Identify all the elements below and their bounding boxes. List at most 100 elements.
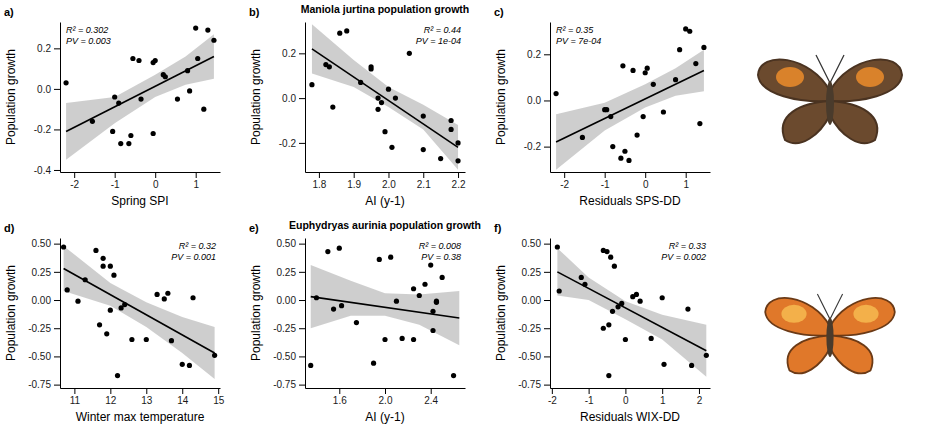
y-tick-mark — [544, 272, 550, 273]
data-point — [65, 287, 70, 292]
data-point — [623, 337, 628, 342]
x-tick-mark — [74, 172, 75, 178]
y-tick: -0.25 — [273, 323, 305, 334]
y-axis-line — [550, 23, 551, 173]
panel: -2-101-0.20.00.2R² = 0.35PV = 7e-04Resid… — [494, 6, 711, 208]
data-point — [193, 25, 198, 30]
y-tick-mark — [544, 385, 550, 386]
panel: 1.81.92.02.12.2-0.20.00.2R² = 0.44PV = 1… — [249, 3, 469, 208]
x-tick-label: -2 — [70, 179, 79, 190]
x-tick: 15 — [213, 388, 225, 406]
y-tick: 0.00 — [277, 295, 305, 306]
x-tick: -1 — [601, 172, 610, 190]
y-tick-label: -0.25 — [28, 323, 51, 334]
x-tick-label: -1 — [585, 395, 594, 406]
data-point — [438, 156, 443, 161]
data-point — [104, 331, 109, 336]
x-tick-label: 1 — [683, 179, 689, 190]
x-tick-label: 0 — [153, 179, 159, 190]
data-point — [693, 61, 698, 66]
x-axis: 1.62.02.4 — [306, 388, 466, 406]
x-tick: 0 — [643, 172, 649, 190]
x-tick: 13 — [141, 388, 153, 406]
data-point — [180, 362, 185, 367]
y-tick: 0.50 — [522, 238, 550, 249]
y-tick: -0.25 — [28, 323, 60, 334]
y-tick-label: 0.00 — [522, 295, 542, 306]
x-tick-mark — [699, 388, 700, 394]
data-point — [455, 158, 460, 163]
x-tick: 1 — [660, 388, 666, 406]
y-tick: -0.25 — [518, 323, 550, 334]
data-point — [136, 58, 141, 63]
wing-patch — [781, 305, 806, 323]
wing-patch — [776, 67, 804, 87]
data-point — [618, 156, 623, 161]
x-tick-mark — [319, 172, 320, 178]
y-tick: 0.25 — [277, 267, 305, 278]
fit-line — [557, 272, 706, 351]
annotation-text: PV = 7e-04 — [556, 36, 601, 46]
data-point — [651, 82, 656, 87]
panel: -2-101-0.4-0.20.00.2R² = 0.302PV = 0.003… — [4, 6, 221, 208]
x-axis: -2-101 — [551, 172, 711, 190]
y-axis: -0.20.00.2 — [279, 23, 306, 173]
data-point — [115, 373, 120, 378]
fit-line — [556, 70, 704, 142]
y-tick-label: -0.4 — [34, 165, 52, 176]
y-tick-mark — [544, 54, 550, 55]
data-point — [604, 107, 609, 112]
marks — [61, 244, 217, 379]
data-point — [129, 337, 134, 342]
annotation-text: R² = 0.44 — [424, 25, 461, 35]
plot-area: -2-1012-0.75-0.50-0.250.000.250.50R² = 0… — [518, 238, 710, 406]
annotation-ground — [415, 25, 462, 46]
data-point — [187, 363, 192, 368]
y-tick: -0.2 — [279, 138, 305, 149]
y-axis: -0.2 0.0 0.2 — [524, 23, 551, 173]
panel: -2-1012-0.75-0.50-0.250.000.250.50R² = 0… — [494, 222, 711, 424]
annotation: R² = 0.44PV = 1e-04 — [415, 25, 462, 46]
y-tick-label: -0.50 — [518, 351, 541, 362]
figure: -2 -1 0 1 -0.4 -0.2 0.0 0.2 R² = 0.302PV = 0.003… — [0, 0, 925, 443]
data-point — [701, 45, 706, 50]
y-tick-label: 0.00 — [277, 295, 297, 306]
annotation: R² = 0.302PV = 0.003 — [65, 25, 112, 46]
wing — [758, 59, 830, 101]
x-tick-label: 1 — [660, 395, 666, 406]
data-point — [417, 293, 422, 298]
x-tick-label: 0 — [623, 395, 629, 406]
data-point — [430, 309, 435, 314]
y-tick-mark — [544, 300, 550, 301]
data-point — [649, 336, 654, 341]
data-point — [634, 132, 639, 137]
data-point — [440, 275, 445, 280]
annotation-text: R² = 0.33 — [669, 241, 706, 251]
data-point — [75, 299, 80, 304]
data-point — [358, 80, 363, 85]
x-tick-mark — [605, 172, 606, 178]
data-point — [619, 301, 624, 306]
panel-label: e) — [249, 222, 259, 234]
group-title: Euphydryas aurinia population growth — [289, 219, 481, 231]
y-tick-label: -0.2 — [524, 141, 542, 152]
y-tick: 0.2 — [527, 49, 550, 60]
x-axis-line — [306, 172, 466, 173]
data-point — [643, 70, 648, 75]
x-tick: 0 — [623, 388, 629, 406]
data-point — [455, 140, 460, 145]
x-tick-label: 2.0 — [379, 395, 393, 406]
y-tick: 0.0 — [527, 95, 550, 106]
plot-area: 1.81.92.02.12.2-0.20.00.2R² = 0.44PV = 1… — [279, 23, 466, 191]
data-point — [394, 299, 399, 304]
data-point — [151, 131, 156, 136]
x-tick: 2.0 — [379, 388, 393, 406]
y-tick-mark — [54, 170, 60, 171]
data-point — [580, 135, 585, 140]
data-point — [634, 292, 639, 297]
y-tick: -0.75 — [518, 379, 550, 390]
x-tick-mark — [589, 388, 590, 394]
annotation: R² = 0.35PV = 7e-04 — [555, 25, 602, 46]
data-point — [330, 104, 335, 109]
annotation-text: R² = 0.302 — [66, 25, 108, 35]
